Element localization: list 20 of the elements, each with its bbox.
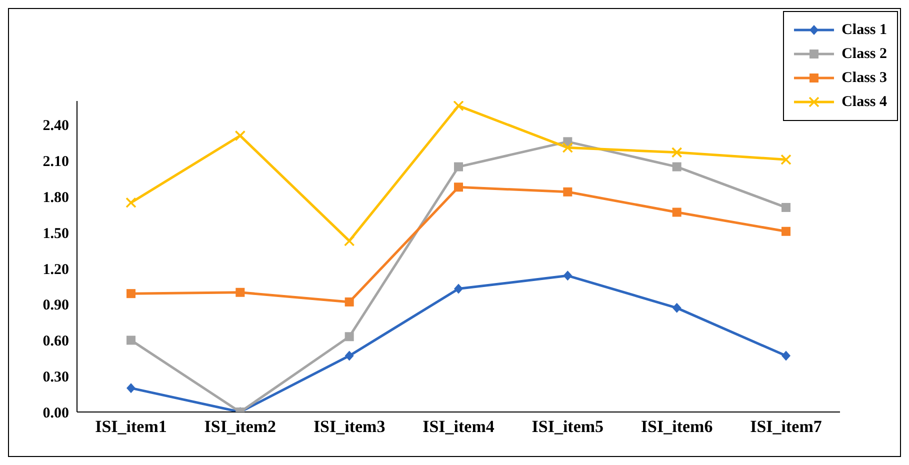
legend-label: Class 2 [842, 46, 887, 62]
x-tick-label: ISI_item4 [422, 417, 495, 436]
y-tick-label: 1.80 [42, 190, 69, 206]
legend-label: Class 4 [842, 94, 887, 110]
y-tick-label: 1.20 [42, 262, 69, 278]
x-tick-label: ISI_item2 [204, 417, 276, 436]
y-tick-label: 0.90 [42, 298, 69, 314]
y-tick-label: 2.10 [42, 154, 69, 170]
y-tick-label: 2.40 [42, 118, 69, 134]
x-tick-label: ISI_item1 [95, 417, 167, 436]
legend-label: Class 3 [842, 70, 887, 86]
x-tick-label: ISI_item3 [313, 417, 386, 436]
x-tick-label: ISI_item5 [532, 417, 604, 436]
x-tick-label: ISI_item7 [750, 417, 822, 436]
y-tick-label: 0.00 [42, 405, 69, 422]
y-tick-label: 1.50 [42, 226, 69, 242]
y-tick-label: 0.60 [42, 334, 69, 350]
y-tick-label: 0.30 [42, 369, 69, 386]
x-tick-label: ISI_item6 [640, 417, 713, 436]
legend-label: Class 1 [842, 22, 887, 38]
